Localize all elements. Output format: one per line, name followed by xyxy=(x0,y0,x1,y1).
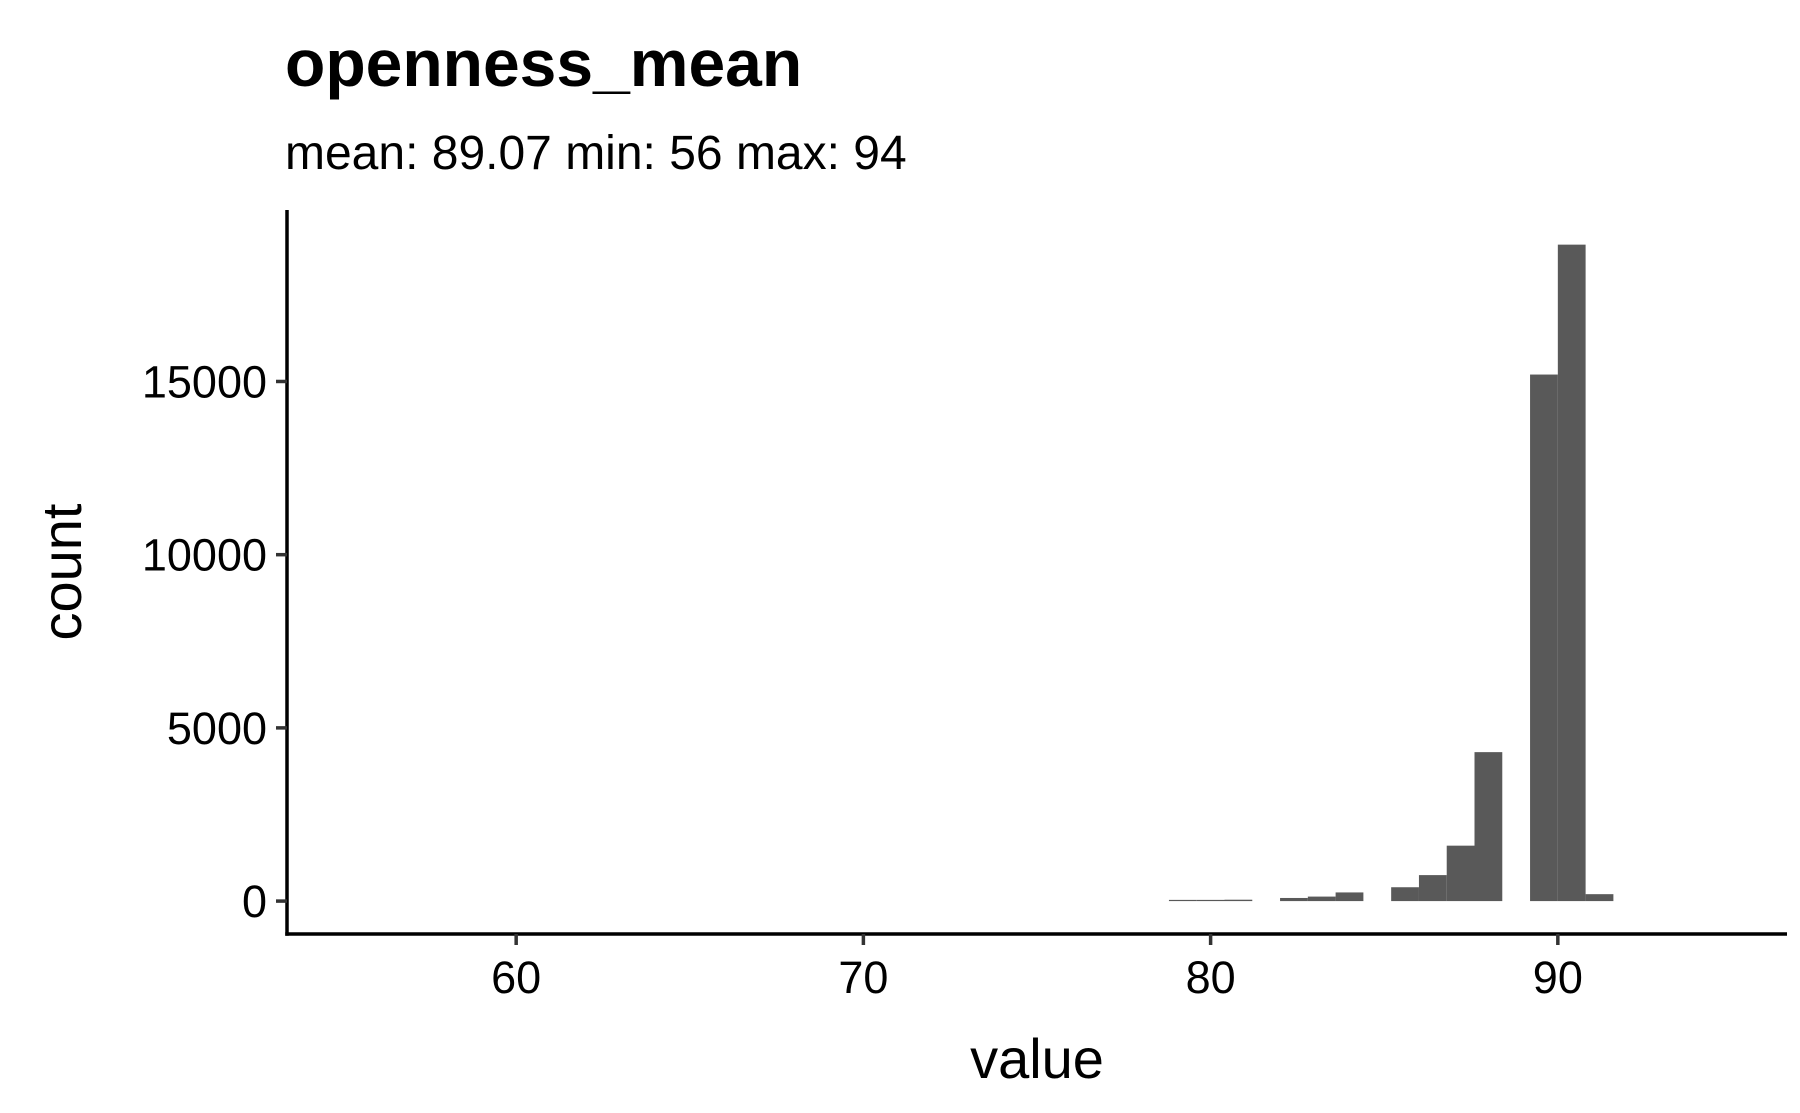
histogram-bar xyxy=(1474,752,1503,902)
histogram-bar xyxy=(1530,374,1558,902)
histogram-bar xyxy=(1307,896,1336,902)
bars-layer xyxy=(1168,244,1614,902)
histogram-bar xyxy=(1391,887,1419,902)
x-axis-title: value xyxy=(970,1027,1104,1090)
x-tick-label: 90 xyxy=(1533,952,1583,1003)
histogram-bar xyxy=(1557,244,1586,902)
histogram-bar xyxy=(1585,894,1614,902)
histogram-bar xyxy=(1196,899,1225,902)
histogram-bar xyxy=(1335,892,1364,902)
y-axis-title: count xyxy=(30,503,93,640)
x-tick-label: 60 xyxy=(491,952,541,1003)
x-tick-label: 70 xyxy=(838,952,888,1003)
y-tick-label: 15000 xyxy=(142,356,267,407)
y-tick-label: 10000 xyxy=(142,530,267,581)
histogram-bar xyxy=(1418,875,1447,902)
chart-subtitle: mean: 89.07 min: 56 max: 94 xyxy=(285,127,907,180)
histogram-bar xyxy=(1446,845,1475,902)
x-tick-label: 80 xyxy=(1186,952,1236,1003)
chart-title: openness_mean xyxy=(285,26,802,100)
histogram-bar xyxy=(1224,899,1253,902)
x-axis-ticks: 60 70 80 90 xyxy=(491,934,1583,1003)
y-axis-ticks: 0 5000 10000 15000 xyxy=(142,356,287,927)
histogram-bar xyxy=(1280,897,1308,902)
histogram-bar xyxy=(1168,899,1197,902)
y-tick-label: 0 xyxy=(242,876,267,927)
y-tick-label: 5000 xyxy=(167,703,267,754)
